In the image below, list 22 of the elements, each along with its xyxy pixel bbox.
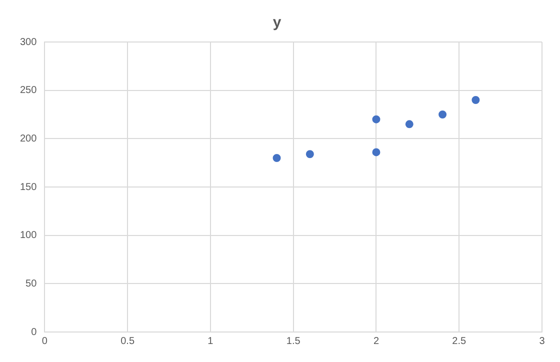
y-tick-label: 200 — [20, 133, 38, 144]
point — [438, 110, 447, 118]
point — [405, 120, 414, 128]
x-tick-label: 0.5 — [120, 336, 135, 347]
chart-title: y — [272, 14, 282, 32]
point — [372, 115, 380, 124]
point — [272, 154, 281, 162]
point — [472, 96, 480, 104]
x-tick-label: 1 — [208, 336, 214, 347]
x-tick-label: 1.5 — [286, 336, 301, 347]
y-tick-label: 100 — [20, 230, 38, 242]
point — [306, 150, 314, 158]
y-tick-label: 300 — [20, 36, 38, 48]
y-tick-label: 150 — [20, 182, 38, 193]
y-tick-label: 0 — [31, 326, 38, 338]
x-tick-label: 3 — [539, 336, 546, 347]
x-tick-label: 0 — [42, 336, 48, 347]
x-tick-label: 2 — [373, 336, 380, 347]
x-tick-label: 2.5 — [452, 336, 466, 347]
y-tick-label: 250 — [20, 85, 38, 96]
y-tick-label: 50 — [26, 278, 38, 290]
point — [372, 148, 380, 156]
